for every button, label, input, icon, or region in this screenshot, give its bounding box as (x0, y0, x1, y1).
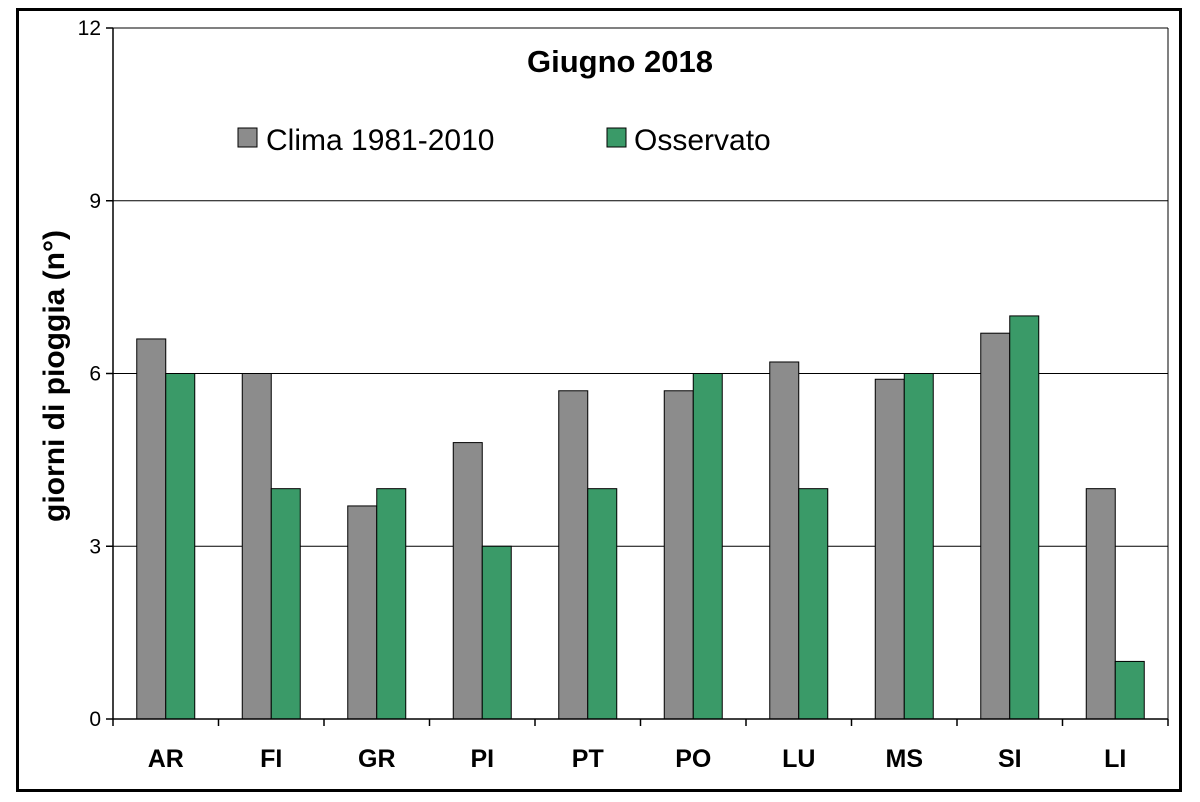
bar-clima-ms (874, 378, 905, 720)
y-tick-label: 12 (78, 17, 101, 40)
bar-osservato-lu (798, 488, 829, 720)
y-tick-label: 0 (89, 708, 101, 731)
x-category-label: FI (260, 745, 282, 773)
bar-clima-pt (558, 390, 589, 720)
x-category-label: SI (998, 745, 1022, 773)
bar-osservato-si (1009, 315, 1040, 720)
bar-osservato-gr (376, 488, 407, 720)
x-category-label: MS (886, 745, 924, 773)
x-category-label: LI (1104, 745, 1126, 773)
bar-clima-pi (452, 442, 483, 720)
axes (106, 27, 1169, 726)
bar-osservato-li (1114, 660, 1145, 720)
bar-osservato-pt (587, 488, 618, 720)
legend-swatch-clima (237, 127, 258, 148)
bar-clima-fi (241, 373, 272, 720)
bar-osservato-fi (270, 488, 301, 720)
bar-clima-ar (136, 338, 167, 720)
bar-osservato-pi (481, 545, 512, 720)
bar-clima-lu (769, 361, 800, 720)
y-tick-label: 9 (89, 190, 101, 213)
x-category-label: PI (470, 745, 494, 773)
bar-clima-si (980, 332, 1011, 720)
y-axis-title: giorni di pioggia (n°) (38, 230, 71, 522)
legend-swatch-osservato (606, 127, 627, 148)
x-category-label: AR (148, 745, 184, 773)
bar-clima-li (1085, 488, 1116, 720)
chart-title: Giugno 2018 (527, 44, 713, 79)
x-category-label: GR (358, 745, 396, 773)
bar-osservato-ms (903, 373, 934, 720)
bar-clima-gr (347, 505, 378, 720)
x-category-label: PO (675, 745, 711, 773)
legend: Clima 1981-2010 Osservato (237, 124, 771, 157)
legend-label-osservato: Osservato (634, 124, 771, 157)
axis-labels: 0 3 6 9 12 AR FI GR PI PT PO LU MS SI LI (78, 17, 1127, 773)
legend-label-clima: Clima 1981-2010 (266, 124, 494, 157)
bar-osservato-po (692, 373, 723, 720)
y-tick-label: 6 (89, 363, 101, 386)
bars (136, 315, 1145, 720)
x-category-label: LU (782, 745, 815, 773)
bar-osservato-ar (165, 373, 196, 720)
bar-clima-po (663, 390, 694, 720)
x-category-label: PT (572, 745, 604, 773)
y-tick-label: 3 (89, 535, 101, 558)
